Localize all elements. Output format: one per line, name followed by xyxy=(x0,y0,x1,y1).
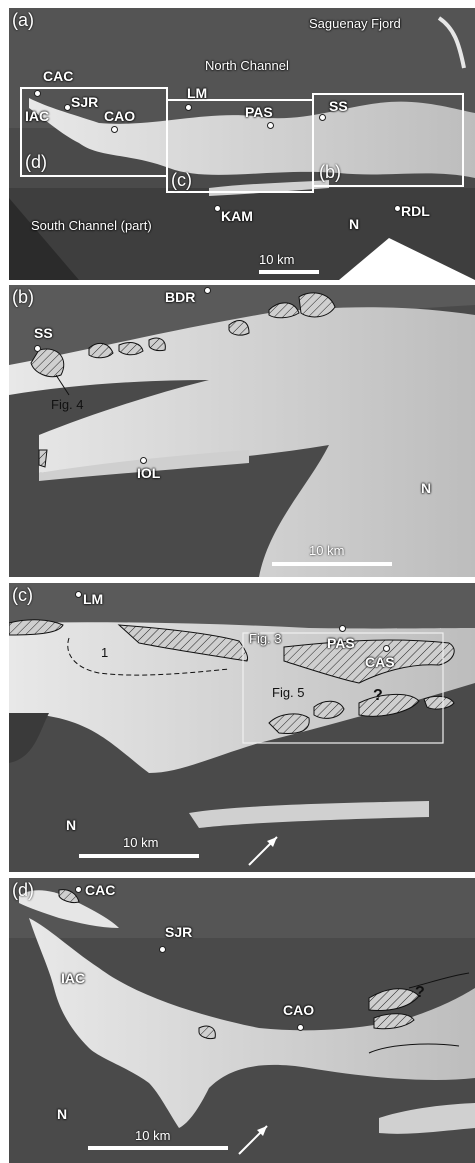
overview-map xyxy=(9,8,475,280)
place-lm: LM xyxy=(187,85,208,101)
saguenay-fjord-label: Saguenay Fjord xyxy=(309,16,401,31)
panel-b-label: (b) xyxy=(12,287,34,307)
place-dot xyxy=(64,104,71,111)
north-arrow xyxy=(34,823,278,867)
place-dot xyxy=(204,287,211,294)
scale-bar-label: 10 km xyxy=(123,835,159,850)
scale-bar-label: 10 km xyxy=(309,543,345,558)
place-cac: CAC xyxy=(85,882,116,898)
north-channel-label: North Channel xyxy=(205,58,289,73)
panel-c-map xyxy=(9,583,475,872)
place-lm: LM xyxy=(83,591,104,607)
place-pas: PAS xyxy=(327,635,355,651)
panel-d: (d) CAC SJR IAC CAO ? 10 km N xyxy=(9,878,475,1163)
place-cas: CAS xyxy=(365,654,395,670)
question-mark: ? xyxy=(373,687,383,704)
place-dot xyxy=(34,90,41,97)
place-sjr: SJR xyxy=(165,924,193,940)
place-dot xyxy=(75,886,82,893)
south-channel-label: South Channel (part) xyxy=(31,218,152,233)
place-dot xyxy=(319,114,326,121)
place-dot xyxy=(394,205,401,212)
place-sjr: SJR xyxy=(71,94,99,110)
place-iol: IOL xyxy=(137,465,161,481)
north-label: N xyxy=(57,1106,68,1122)
place-pas: PAS xyxy=(245,104,273,120)
place-dot xyxy=(339,625,346,632)
place-ss: SS xyxy=(329,98,348,114)
fig-4-label: Fig. 4 xyxy=(51,397,84,412)
box-c-label: (c) xyxy=(171,170,192,190)
box-d-label: (d) xyxy=(25,152,47,172)
place-iac: IAC xyxy=(61,970,86,986)
place-dot xyxy=(111,126,118,133)
panel-b: (b) BDR SS Fig. 4 IOL 10 km N xyxy=(9,285,475,577)
panel-d-label: (d) xyxy=(12,880,34,900)
panel-a-label: (a) xyxy=(12,10,34,30)
north-arrow xyxy=(389,490,429,534)
place-rdl: RDL xyxy=(401,203,430,219)
box-b-label: (b) xyxy=(319,162,341,182)
scale-bar xyxy=(88,1146,228,1150)
place-dot xyxy=(34,345,41,352)
place-dot xyxy=(297,1024,304,1031)
scale-bar xyxy=(272,562,392,566)
place-dot xyxy=(159,946,166,953)
scale-bar-label: 10 km xyxy=(135,1128,171,1143)
scale-bar xyxy=(79,854,199,858)
place-kam: KAM xyxy=(221,208,253,224)
question-mark: ? xyxy=(415,984,425,1001)
fig-3-label: Fig. 3 xyxy=(249,631,282,646)
place-dot xyxy=(383,645,390,652)
north-label: N xyxy=(66,817,77,833)
place-cao: CAO xyxy=(104,108,136,124)
place-dot xyxy=(140,457,147,464)
place-ss: SS xyxy=(34,325,53,341)
north-label: N xyxy=(349,216,360,232)
place-dot xyxy=(214,205,221,212)
scale-bar xyxy=(259,270,319,274)
place-dot xyxy=(75,591,82,598)
place-bdr: BDR xyxy=(165,289,196,305)
zone-one-label: 1 xyxy=(101,645,109,660)
place-cao: CAO xyxy=(283,1002,315,1018)
north-label: N xyxy=(421,480,432,496)
place-dot xyxy=(185,104,192,111)
place-dot xyxy=(267,122,274,129)
panel-c: (c) LM PAS CAS Fig. 3 Fig. 5 1 ? 10 km N xyxy=(9,583,475,872)
fig-5-label: Fig. 5 xyxy=(272,685,305,700)
place-iac: IAC xyxy=(25,108,50,124)
panel-a: (a) CAC IAC SJR CAO LM PAS SS KAM RDL Sa… xyxy=(9,8,475,280)
place-cac: CAC xyxy=(43,68,74,84)
scale-bar-label: 10 km xyxy=(259,252,295,267)
north-arrow xyxy=(24,1112,268,1156)
panel-d-map xyxy=(9,878,475,1163)
panel-c-label: (c) xyxy=(12,585,33,605)
panel-b-map xyxy=(9,285,475,577)
